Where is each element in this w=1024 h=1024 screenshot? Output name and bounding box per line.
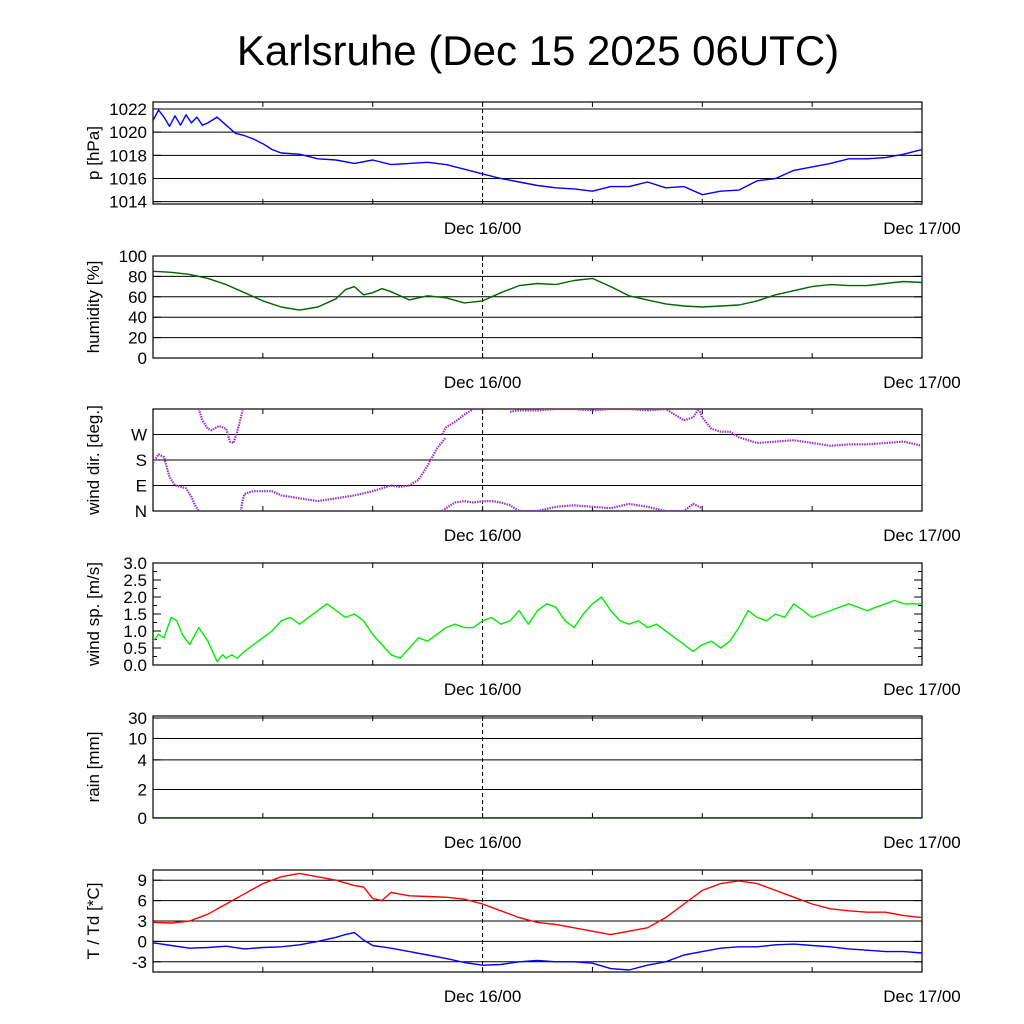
y-tick-label: 2.5 — [123, 571, 147, 590]
y-tick-label: 0.0 — [123, 656, 147, 675]
series-wind-direction — [197, 409, 244, 445]
y-tick-label: 1014 — [109, 193, 147, 212]
y-tick-label: 40 — [128, 308, 147, 327]
y-tick-label: 3 — [138, 912, 147, 931]
x-tick-label: Dec 16/00 — [444, 373, 522, 392]
plot-frame — [152, 101, 923, 205]
y-tick-label: -3 — [132, 953, 147, 972]
y-tick-label: 10 — [128, 729, 147, 748]
chart-title: Karlsruhe (Dec 15 2025 06UTC) — [237, 27, 839, 74]
y-tick-label: S — [136, 451, 147, 470]
x-tick-label: Dec 17/00 — [883, 373, 961, 392]
series-wind-direction — [697, 409, 922, 447]
x-tick-label: Dec 17/00 — [883, 987, 961, 1006]
y-tick-label: 3.0 — [123, 554, 147, 573]
y-tick-label: 1016 — [109, 170, 147, 189]
series-td — [153, 931, 922, 971]
panel-pressure: 1014 1016 1018 1020 1022 Dec 16/00 Dec 17/00 p … — [84, 100, 961, 238]
series-t — [153, 872, 922, 936]
y-tick-label: 1022 — [109, 100, 147, 119]
y-tick-label: 0 — [138, 932, 147, 951]
series-wind-direction — [153, 453, 200, 511]
plot-frame — [152, 255, 923, 359]
panel-wind-speed: 0.00.51.01.52.02.53.0 Dec 16/00 Dec 17/00 w… — [84, 554, 961, 699]
y-axis-label: T / Td [*C] — [84, 883, 103, 960]
y-axis-label: wind sp. [m/s] — [84, 562, 103, 667]
series-humidity — [153, 270, 922, 311]
y-tick-label: 1.0 — [123, 622, 147, 641]
y-tick-label: 0 — [138, 809, 147, 828]
series-wind-direction — [239, 436, 447, 511]
series-wind-direction — [509, 409, 700, 422]
series-wind-direction — [441, 500, 703, 511]
y-tick-label: 0 — [138, 349, 147, 368]
y-tick-label: N — [135, 502, 147, 521]
panel-temperature: -3 036 9 Dec 16/00 Dec 17/00 T / Td [*C] — [84, 869, 961, 1006]
y-tick-label: 60 — [128, 288, 147, 307]
y-tick-label: 1020 — [109, 123, 147, 142]
x-tick-label: Dec 16/00 — [444, 833, 522, 852]
x-tick-label: Dec 17/00 — [883, 833, 961, 852]
y-axis-label: humidity [%] — [84, 261, 103, 354]
y-tick-label: W — [131, 426, 147, 445]
y-tick-label: 20 — [128, 329, 147, 348]
y-tick-label: 0.5 — [123, 639, 147, 658]
x-tick-label: Dec 17/00 — [883, 219, 961, 238]
y-tick-label: 2.0 — [123, 588, 147, 607]
x-tick-label: Dec 16/00 — [444, 987, 522, 1006]
x-tick-label: Dec 17/00 — [883, 526, 961, 545]
x-tick-label: Dec 16/00 — [444, 219, 522, 238]
y-tick-label: 100 — [119, 247, 147, 266]
y-tick-label: 9 — [138, 871, 147, 890]
y-axis-label: rain [mm] — [84, 732, 103, 803]
y-tick-label: 4 — [138, 751, 147, 770]
y-tick-label: 1018 — [109, 146, 147, 165]
x-tick-label: Dec 17/00 — [883, 680, 961, 699]
series-pressure — [153, 109, 922, 196]
x-tick-label: Dec 16/00 — [444, 526, 522, 545]
y-axis-label: p [hPa] — [84, 126, 103, 180]
y-tick-label: 2 — [138, 780, 147, 799]
series-wind-direction — [441, 409, 483, 436]
x-tick-label: Dec 16/00 — [444, 680, 522, 699]
y-tick-label: 80 — [128, 267, 147, 286]
y-axis-label: wind dir. [deg.] — [84, 405, 103, 516]
plot-frame — [152, 715, 923, 819]
y-tick-label: 6 — [138, 892, 147, 911]
y-tick-label: 1.5 — [123, 605, 147, 624]
y-tick-label: E — [136, 477, 147, 496]
series-wind-speed — [153, 596, 922, 663]
y-tick-label: 30 — [128, 709, 147, 728]
